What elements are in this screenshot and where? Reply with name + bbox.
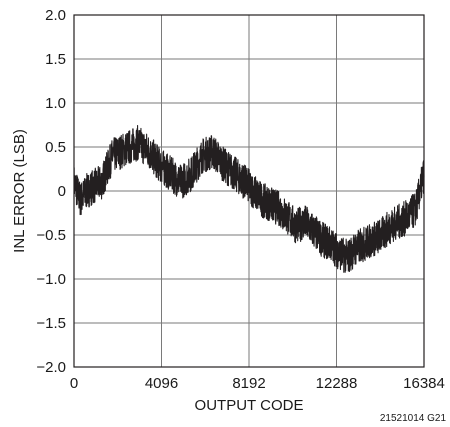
plot-frame: [73, 14, 425, 368]
x-tick-label: 12288: [316, 375, 358, 392]
data-trace: [73, 124, 425, 273]
x-tick-label: 0: [70, 375, 78, 392]
x-axis-label: OUTPUT CODE: [195, 397, 304, 414]
x-tick-label: 16384: [403, 375, 445, 392]
y-tick-label: −1.0: [36, 271, 66, 288]
y-tick-label: 1.5: [45, 51, 66, 68]
x-tick-label: 8192: [232, 375, 265, 392]
y-tick-label: 1.0: [45, 95, 66, 112]
y-tick-label: 0.5: [45, 139, 66, 156]
figure-id: 21521014 G21: [380, 413, 447, 424]
inl-series-line: [73, 124, 425, 273]
y-axis-label: INL ERROR (LSB): [11, 129, 28, 253]
y-tick-label: −1.5: [36, 315, 66, 332]
y-tick-label: −0.5: [36, 227, 66, 244]
y-tick-label: 0: [58, 183, 66, 200]
y-tick-label: 2.0: [45, 7, 66, 24]
y-tick-labels: 2.0 1.5 1.0 0.5 0 −0.5 −1.0 −1.5 −2.0: [36, 7, 66, 376]
y-tick-label: −2.0: [36, 359, 66, 376]
x-tick-labels: 0 4096 8192 12288 16384: [70, 375, 445, 392]
x-tick-label: 4096: [145, 375, 178, 392]
